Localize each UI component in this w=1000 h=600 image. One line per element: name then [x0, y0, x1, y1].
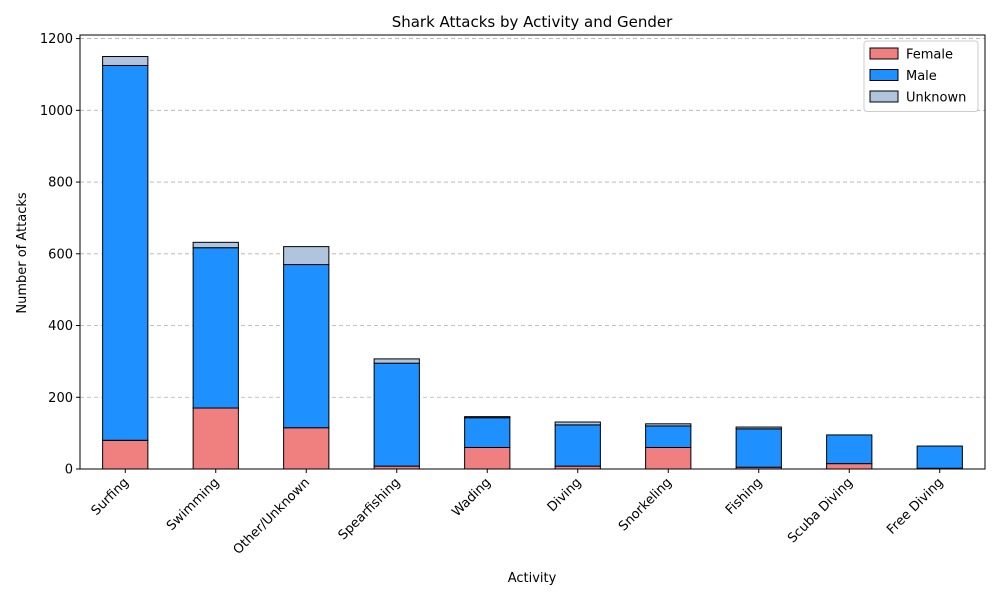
x-axis-label: Activity: [508, 571, 557, 586]
legend-swatch-unknown: [869, 90, 899, 103]
x-tick-label: Diving: [545, 475, 585, 515]
x-tick-label: Scuba Diving: [785, 475, 856, 546]
legend-label-female: Female: [906, 48, 953, 63]
bars: [102, 56, 963, 470]
y-tick-label: 400: [48, 319, 73, 334]
x-tick-label: Other/Unknown: [231, 475, 313, 557]
x-tick-label: Swimming: [164, 475, 223, 534]
x-axis-ticks: Surfing Swimming Other/Unknown Spearfishing…: [89, 469, 947, 558]
x-tick-label: Snorkeling: [616, 475, 675, 534]
bar-fishing-unknown: [735, 426, 782, 430]
bar-other-unknown-unknown: [283, 246, 330, 266]
legend-label-male: Male: [906, 69, 937, 84]
y-axis-ticks: 0 200 400 600 800 1000 1200: [40, 32, 80, 478]
bar-swimming-female: [192, 407, 239, 470]
bar-snorkeling-female: [645, 446, 692, 470]
bar-swimming-unknown: [192, 241, 239, 249]
bar-fishing-male: [735, 428, 782, 468]
y-tick-label: 800: [48, 176, 73, 191]
legend-swatch-male: [869, 69, 899, 81]
legend-swatch-female: [869, 47, 899, 60]
bar-snorkeling-male: [645, 425, 692, 448]
bar-diving-male: [554, 424, 601, 467]
x-tick-label: Spearfishing: [336, 475, 404, 543]
bar-other-unknown-female: [283, 427, 330, 470]
x-tick-label: Surfing: [89, 475, 132, 518]
legend-label-unknown: Unknown: [906, 91, 966, 106]
y-tick-label: 600: [48, 247, 73, 262]
bar-diving-unknown: [554, 421, 601, 426]
bar-wading-female: [464, 446, 511, 470]
bar-scuba-diving-male: [826, 434, 873, 465]
bar-scuba-diving-female: [826, 463, 873, 470]
x-tick-label: Free Diving: [884, 475, 946, 537]
bar-swimming-male: [192, 247, 239, 409]
bar-wading-unknown: [464, 416, 511, 419]
bar-surfing-female: [102, 439, 149, 470]
bar-spearfishing-male: [373, 362, 420, 467]
bar-wading-male: [464, 417, 511, 448]
bar-spearfishing-unknown: [373, 358, 420, 364]
x-tick-label: Fishing: [723, 475, 766, 518]
axes: [79, 34, 986, 470]
y-tick-label: 0: [65, 463, 73, 478]
plot-frame: [79, 34, 986, 470]
bar-surfing-unknown: [102, 56, 149, 66]
bar-snorkeling-unknown: [645, 423, 692, 427]
y-tick-label: 1200: [40, 32, 73, 47]
legend: Female Male Unknown: [863, 40, 979, 112]
y-axis-label: Number of Attacks: [15, 192, 30, 314]
y-tick-label: 200: [48, 391, 73, 406]
y-tick-label: 1000: [40, 104, 73, 119]
bar-other-unknown-male: [283, 264, 330, 429]
chart-title: Shark Attacks by Activity and Gender: [392, 13, 673, 31]
x-tick-label: Wading: [449, 475, 494, 520]
bar-surfing-male: [102, 64, 149, 441]
bar-free-diving-male: [916, 445, 963, 469]
